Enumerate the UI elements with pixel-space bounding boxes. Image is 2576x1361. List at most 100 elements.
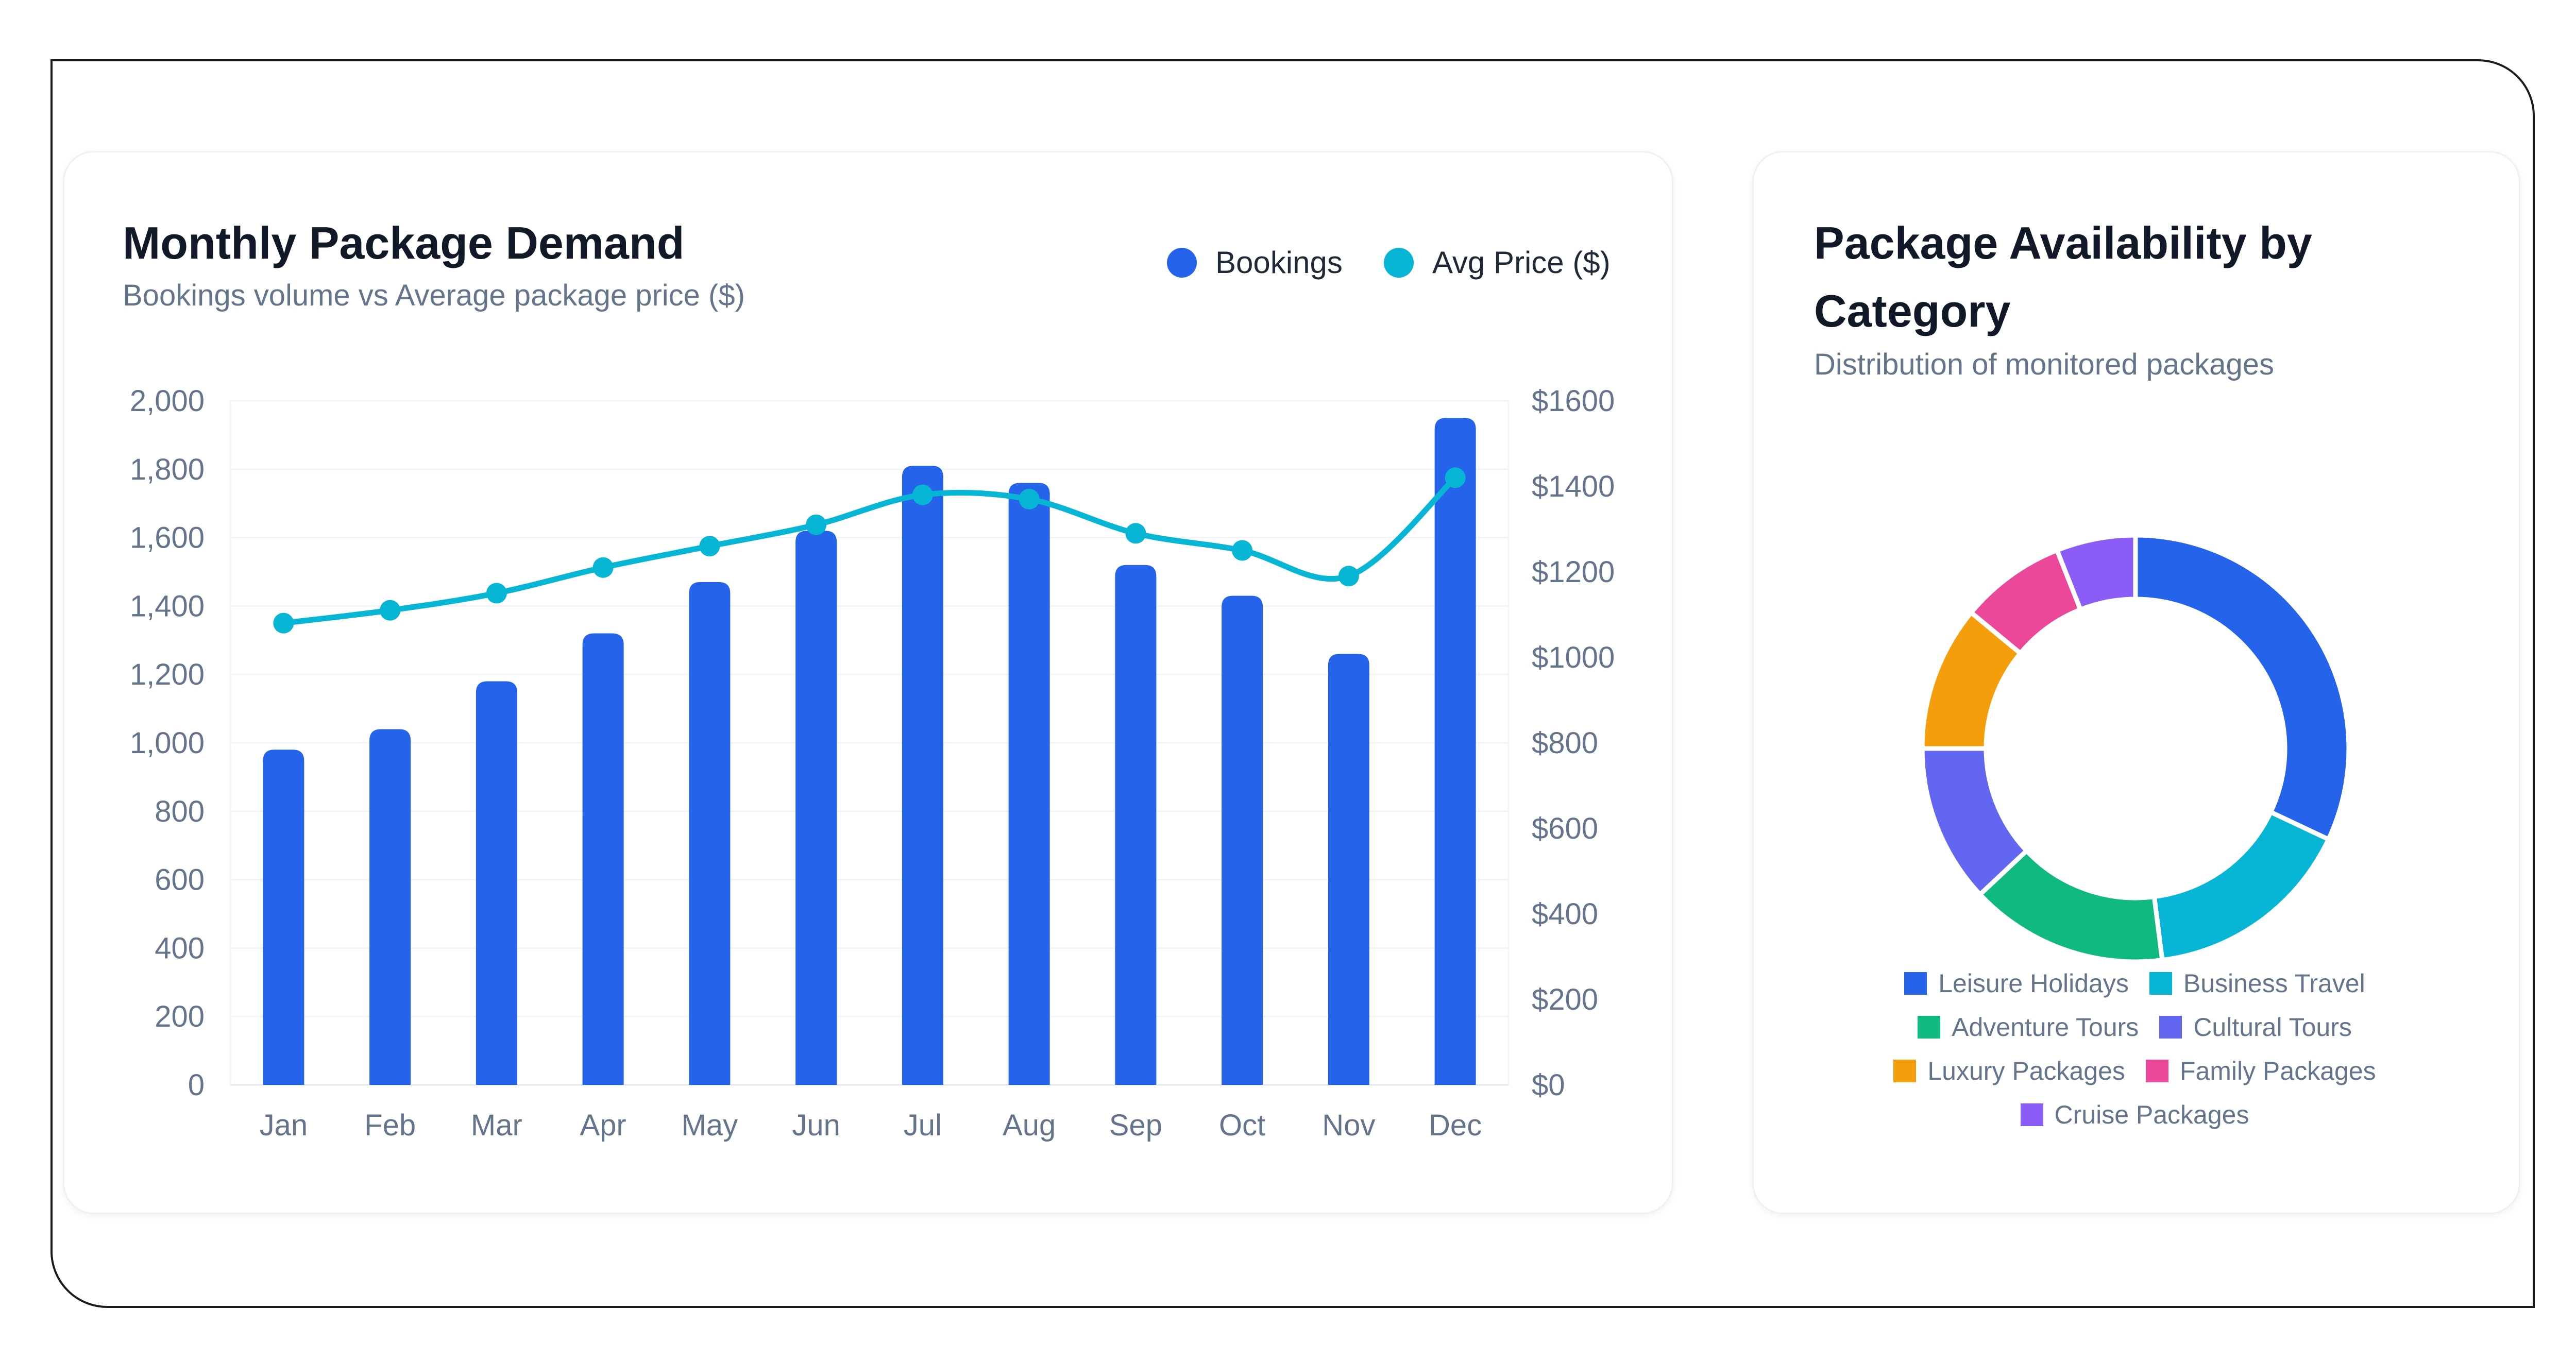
donut-slice-cruise-packages (2055, 533, 2138, 612)
pie-legend-cruise-packages-swatch (2020, 1103, 2043, 1126)
y-left-tick-label: 1,000 (130, 726, 205, 760)
x-tick-label: Jun (792, 1109, 840, 1142)
combo-labels: 0 200 400 600 800 1,000 1,200 1,400 1,600 1,800 2,… (130, 384, 1615, 1142)
availability-chart-title-line2: Category (1814, 285, 2011, 336)
y-left-tick-label: 1,600 (130, 521, 205, 555)
avg-price-point (1232, 540, 1253, 561)
pie-legend-family-packages-swatch (2145, 1060, 2168, 1082)
x-tick-label: Jan (260, 1109, 308, 1142)
pie-legend-leisure-holidays-swatch (1904, 972, 1927, 995)
bar-bookings (582, 633, 624, 1085)
avg-price-point (273, 613, 294, 634)
avg-price-point (592, 557, 614, 578)
bar-bookings (1008, 483, 1050, 1085)
legend-bookings-label: Bookings (1215, 245, 1343, 280)
y-left-tick-label: 1,400 (130, 589, 205, 623)
y-right-tick-label: $1000 (1532, 641, 1615, 674)
pie-legend-family-packages-label: Family Packages (2179, 1057, 2376, 1085)
pie-legend-business-travel-label: Business Travel (2183, 969, 2365, 998)
y-left-tick-label: 400 (155, 931, 205, 965)
y-left-tick-label: 1,800 (130, 453, 205, 486)
x-tick-label: Jul (904, 1109, 942, 1142)
y-right-tick-label: $1600 (1532, 384, 1615, 418)
x-tick-label: Aug (1003, 1109, 1056, 1142)
bar-bookings (369, 729, 411, 1085)
pie-legend-luxury-packages-swatch (1893, 1060, 1917, 1082)
pie-legend-adventure-tours-swatch (1918, 1016, 1941, 1039)
pie-legend-leisure-holidays-label: Leisure Holidays (1938, 969, 2129, 998)
pie-legend-adventure-tours-label: Adventure Tours (1952, 1013, 2139, 1042)
combo-bars (263, 418, 1476, 1085)
x-tick-label: Dec (1429, 1109, 1482, 1142)
availability-chart-subtitle: Distribution of monitored packages (1814, 348, 2275, 381)
pie-legend-business-travel[interactable]: Business Travel (2149, 968, 2365, 998)
avg-price-point (699, 536, 720, 557)
legend-bookings-swatch (1167, 247, 1197, 278)
pie-legend-leisure-holidays[interactable]: Leisure Holidays (1904, 968, 2129, 998)
pie-legend-row-1: Leisure Holidays Business Travel (1752, 968, 2517, 998)
availability-chart-card (1752, 151, 2520, 1214)
y-left-tick-label: 600 (155, 863, 205, 897)
pie-legend-business-travel-swatch (2149, 972, 2172, 995)
y-left-tick-label: 1,200 (130, 658, 205, 691)
avg-price-point (1445, 467, 1466, 488)
y-right-tick-label: $800 (1532, 726, 1598, 760)
bookings-chart-subtitle: Bookings volume vs Average package price… (123, 279, 745, 312)
avg-price-point (806, 514, 827, 535)
pie-legend-family-packages[interactable]: Family Packages (2145, 1056, 2376, 1086)
pie-legend-adventure-tours[interactable]: Adventure Tours (1918, 1012, 2139, 1042)
bar-bookings (1328, 654, 1369, 1085)
y-left-tick-label: 800 (155, 795, 205, 828)
y-right-tick-label: $400 (1532, 897, 1598, 931)
x-tick-label: Oct (1219, 1109, 1265, 1142)
pie-legend-cultural-tours-label: Cultural Tours (2193, 1013, 2352, 1042)
legend-avg-price[interactable]: Avg Price ($) (1384, 245, 1611, 280)
pie-legend-cultural-tours[interactable]: Cultural Tours (2159, 1012, 2352, 1042)
pie-legend-row-4: Cruise Packages (1752, 1100, 2517, 1130)
y-right-tick-label: $600 (1532, 812, 1598, 845)
combo-line (273, 467, 1466, 634)
combo-grid (229, 400, 1510, 1086)
avg-price-point (380, 600, 401, 621)
bookings-chart-title: Monthly Package Demand (123, 217, 685, 268)
pie-legend-cultural-tours-swatch (2159, 1016, 2182, 1039)
y-left-tick-label: 2,000 (130, 384, 205, 418)
y-left-tick-label: 0 (188, 1068, 205, 1102)
donut-slices (1920, 533, 2351, 964)
bookings-chart-card (63, 151, 1673, 1214)
pie-legend-cruise-packages-label: Cruise Packages (2054, 1100, 2249, 1129)
x-tick-label: Sep (1109, 1109, 1162, 1142)
x-tick-label: Apr (580, 1109, 626, 1142)
bar-bookings (476, 681, 517, 1085)
avg-price-point (1125, 523, 1146, 544)
bar-bookings (902, 466, 943, 1085)
pie-legend-luxury-packages[interactable]: Luxury Packages (1893, 1056, 2125, 1086)
x-tick-label: Mar (471, 1109, 522, 1142)
bar-bookings (263, 750, 304, 1085)
donut-slice-leisure-holidays (2133, 533, 2351, 842)
pie-legend-row-2: Adventure Tours Cultural Tours (1752, 1012, 2517, 1042)
avg-price-point (486, 583, 507, 604)
x-tick-label: May (682, 1109, 738, 1142)
legend-avg-price-label: Avg Price ($) (1432, 245, 1611, 280)
y-left-tick-label: 200 (155, 1000, 205, 1033)
legend-avg-price-swatch (1384, 247, 1414, 278)
y-right-tick-label: $200 (1532, 983, 1598, 1016)
legend-bookings[interactable]: Bookings (1167, 245, 1343, 280)
donut-slice-business-travel (2151, 809, 2331, 963)
bar-bookings (1222, 596, 1263, 1085)
x-tick-label: Feb (364, 1109, 416, 1142)
bar-bookings (795, 531, 837, 1085)
pie-legend-luxury-packages-label: Luxury Packages (1927, 1057, 2125, 1085)
y-right-tick-label: $0 (1532, 1068, 1565, 1102)
y-right-tick-label: $1200 (1532, 555, 1615, 589)
pie-legend-row-3: Luxury Packages Family Packages (1752, 1056, 2517, 1086)
bar-bookings (1115, 565, 1157, 1085)
pie-legend-cruise-packages[interactable]: Cruise Packages (2020, 1100, 2249, 1130)
x-tick-label: Nov (1322, 1109, 1375, 1142)
availability-chart-title-line1: Package Availability by (1814, 217, 2312, 268)
bar-bookings (1434, 418, 1476, 1085)
avg-price-point (1338, 566, 1359, 587)
